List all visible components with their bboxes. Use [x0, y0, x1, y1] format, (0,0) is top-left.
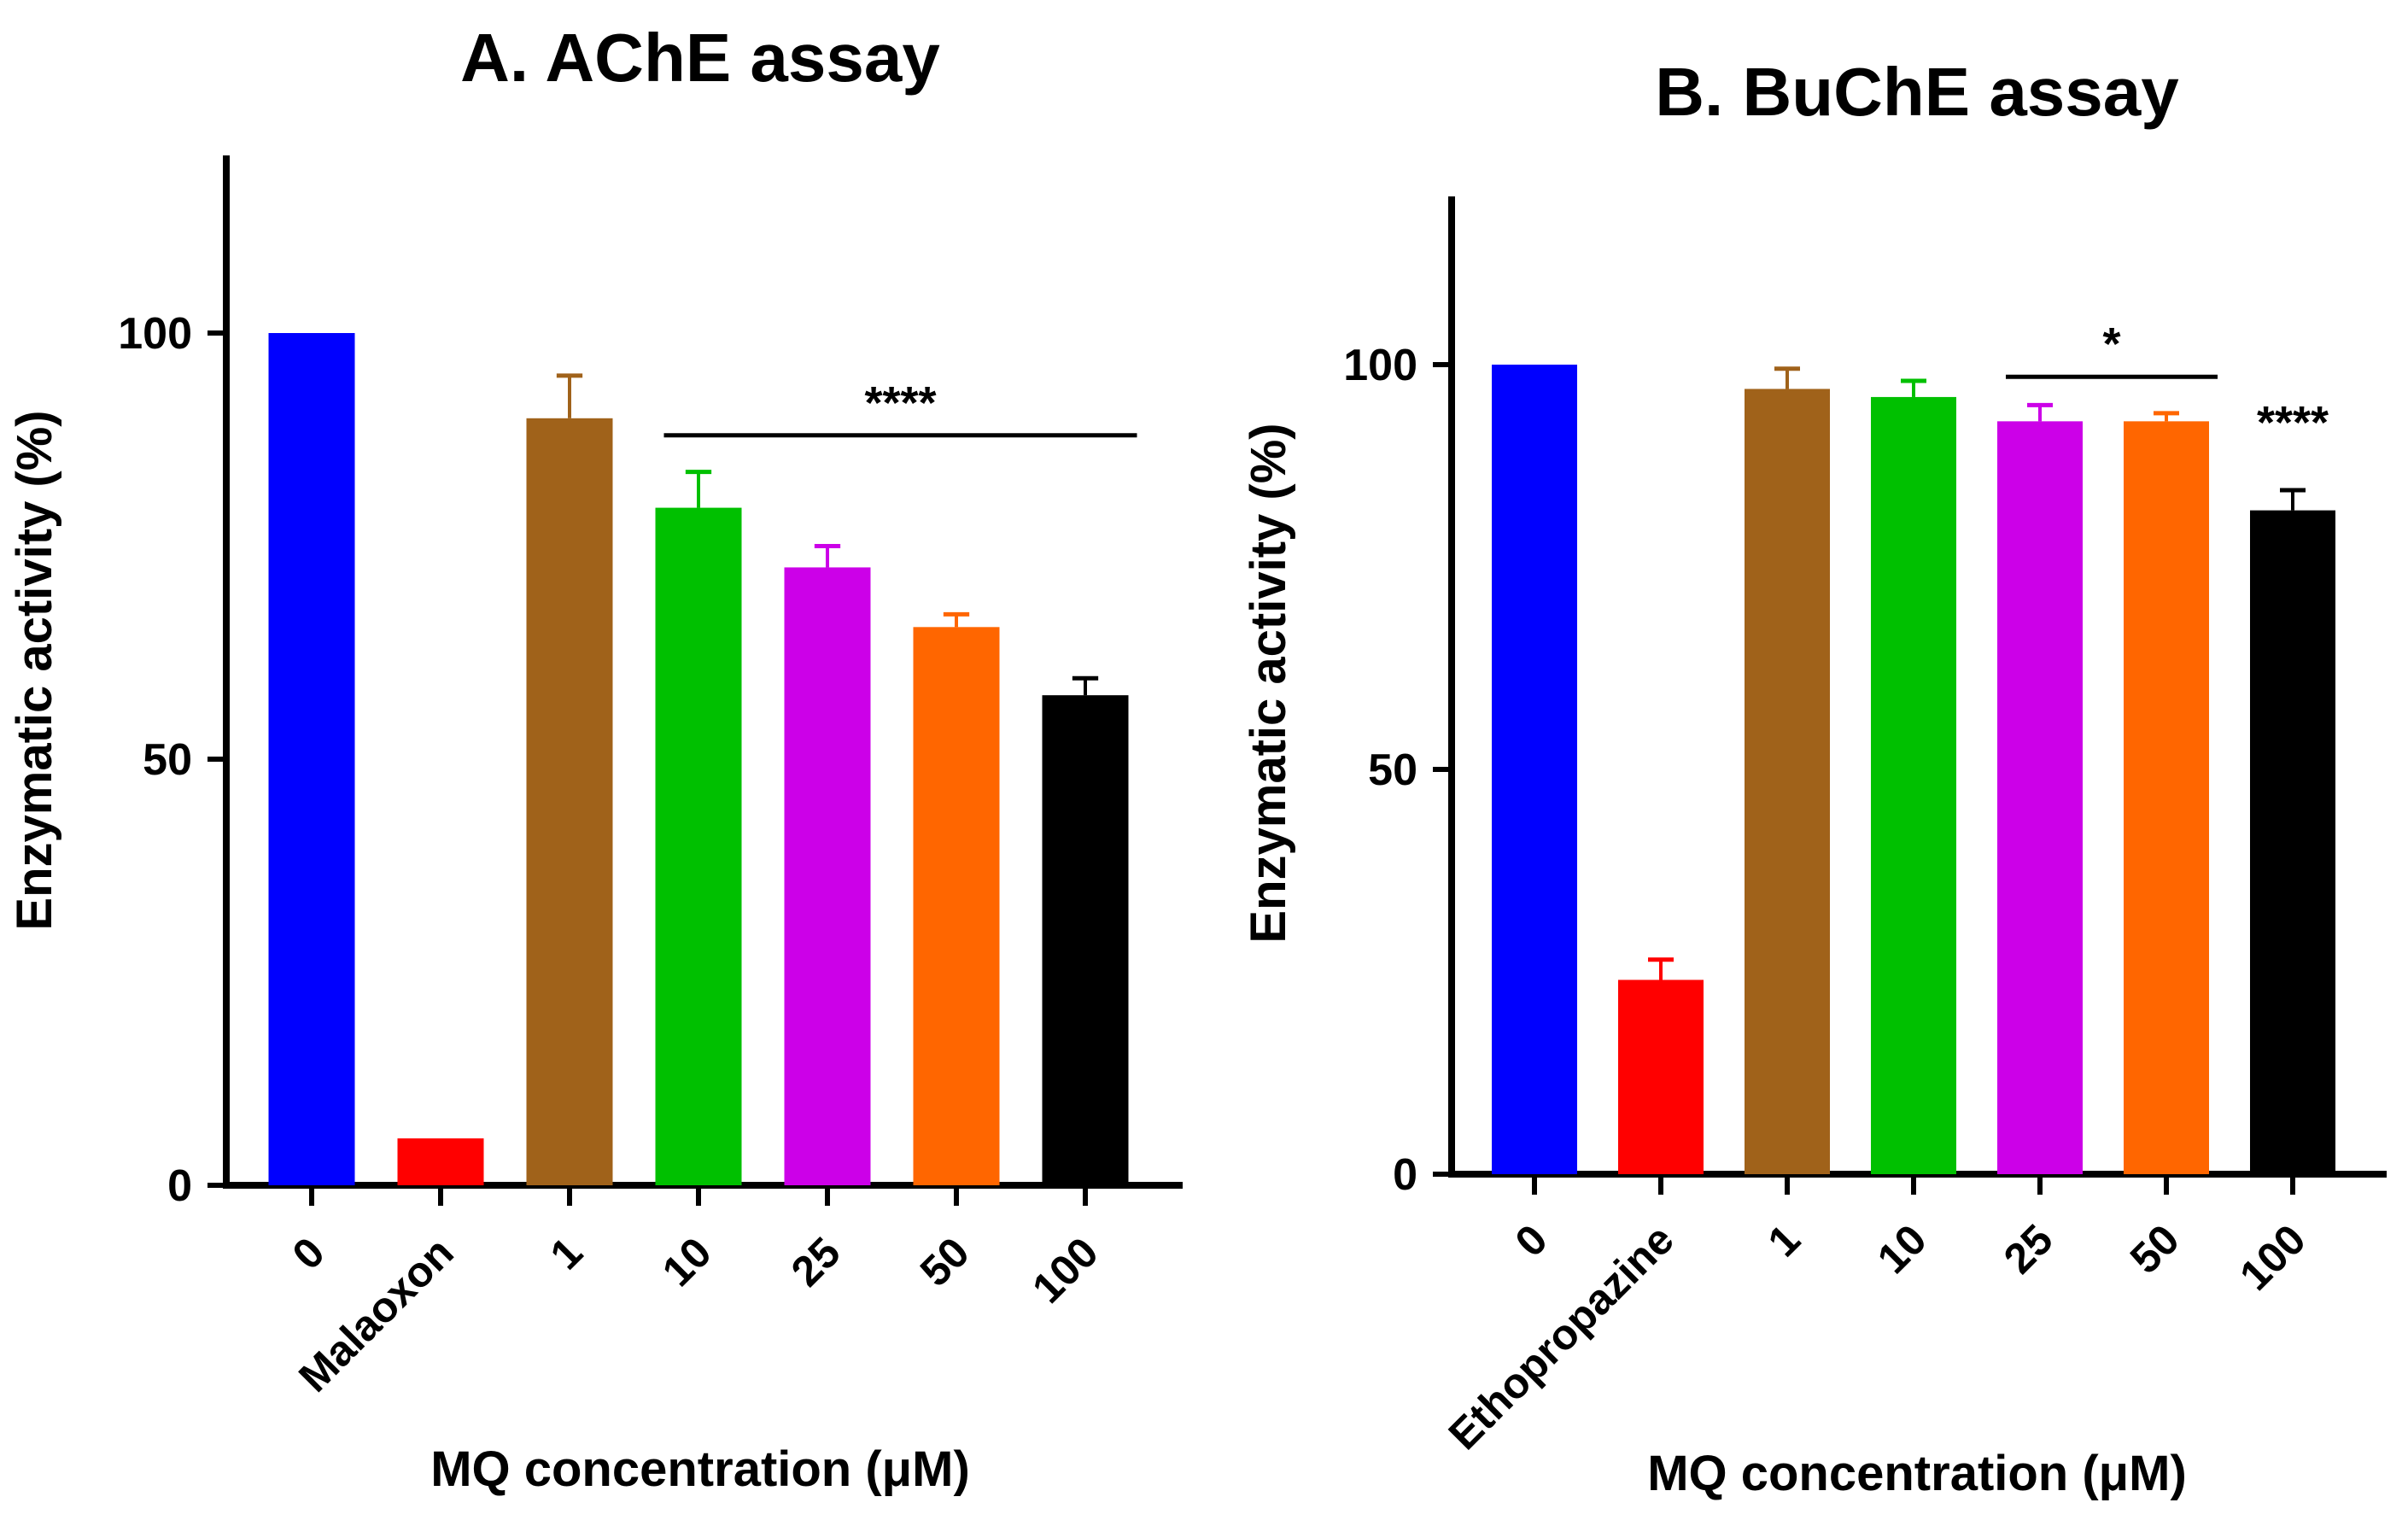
- chart0-ylabel: Enzymatic activity (%): [7, 410, 62, 930]
- chart0-xlabel: MQ concentration (μM): [430, 1441, 970, 1497]
- chart1-title: B. BuChE assay: [1655, 54, 2179, 130]
- chart0-ytick-label-100: 100: [118, 309, 192, 359]
- chart1-bar-0: [1492, 365, 1577, 1174]
- chart0-ytick-label-0: 0: [167, 1161, 192, 1211]
- chart1-ytick-label-0: 0: [1393, 1150, 1417, 1200]
- chart1-xlabel: MQ concentration (μM): [1647, 1446, 2187, 1501]
- chart1-bar-1: [1618, 979, 1704, 1174]
- chart0-ytick-label-50: 50: [143, 735, 192, 785]
- chart0-category-label-6: 100: [1023, 1228, 1108, 1313]
- chart1-category-label-2: 1: [1759, 1215, 1809, 1266]
- chart1-category-label-3: 10: [1868, 1215, 1936, 1283]
- chart1-ylabel: Enzymatic activity (%): [1241, 423, 1296, 943]
- chart1-bar-4: [1997, 421, 2083, 1174]
- chart1-bar-5: [2124, 421, 2209, 1174]
- chart0-bar-6: [1042, 695, 1129, 1185]
- chart1-category-label-1: Ethopropazine: [1440, 1215, 1683, 1459]
- chart0-bar-2: [526, 418, 613, 1185]
- chart0-title: A. AChE assay: [460, 20, 940, 96]
- chart1-category-label-6: 100: [2230, 1215, 2315, 1300]
- chart0-bar-3: [655, 507, 742, 1185]
- chart0-category-label-2: 1: [541, 1228, 592, 1278]
- chart0-bar-0: [268, 333, 355, 1185]
- chart0-bar-4: [784, 567, 871, 1185]
- chart1-bar-2: [1745, 389, 1830, 1174]
- chart1-category-label-4: 25: [1995, 1215, 2062, 1283]
- chart0-sig-label-0: ****: [864, 377, 936, 429]
- chart0-category-label-0: 0: [283, 1228, 334, 1278]
- chart1-bar-3: [1871, 396, 1956, 1174]
- chart1-ytick-label-50: 50: [1368, 745, 1417, 795]
- chart0-bar-5: [913, 627, 1000, 1185]
- chart0-group: A. AChE assay Enzymatic activity (%) MQ co…: [7, 20, 1183, 1497]
- chart0-bar-1: [397, 1138, 484, 1185]
- chart1-category-label-0: 0: [1506, 1215, 1557, 1266]
- chart1-category-label-5: 50: [2121, 1215, 2189, 1283]
- chart1-ytick-label-100: 100: [1343, 341, 1417, 390]
- chart1-group: B. BuChE assay Enzymatic activity (%) MQ c…: [1241, 54, 2387, 1501]
- chart0-category-label-5: 50: [911, 1228, 979, 1295]
- chart1-sig-label-0: *: [2102, 319, 2120, 370]
- chart1-sig-label-1: ****: [2257, 397, 2329, 448]
- chart0-category-label-4: 25: [782, 1228, 850, 1295]
- chart0-category-label-3: 10: [653, 1228, 721, 1295]
- chart1-bar-6: [2250, 510, 2335, 1174]
